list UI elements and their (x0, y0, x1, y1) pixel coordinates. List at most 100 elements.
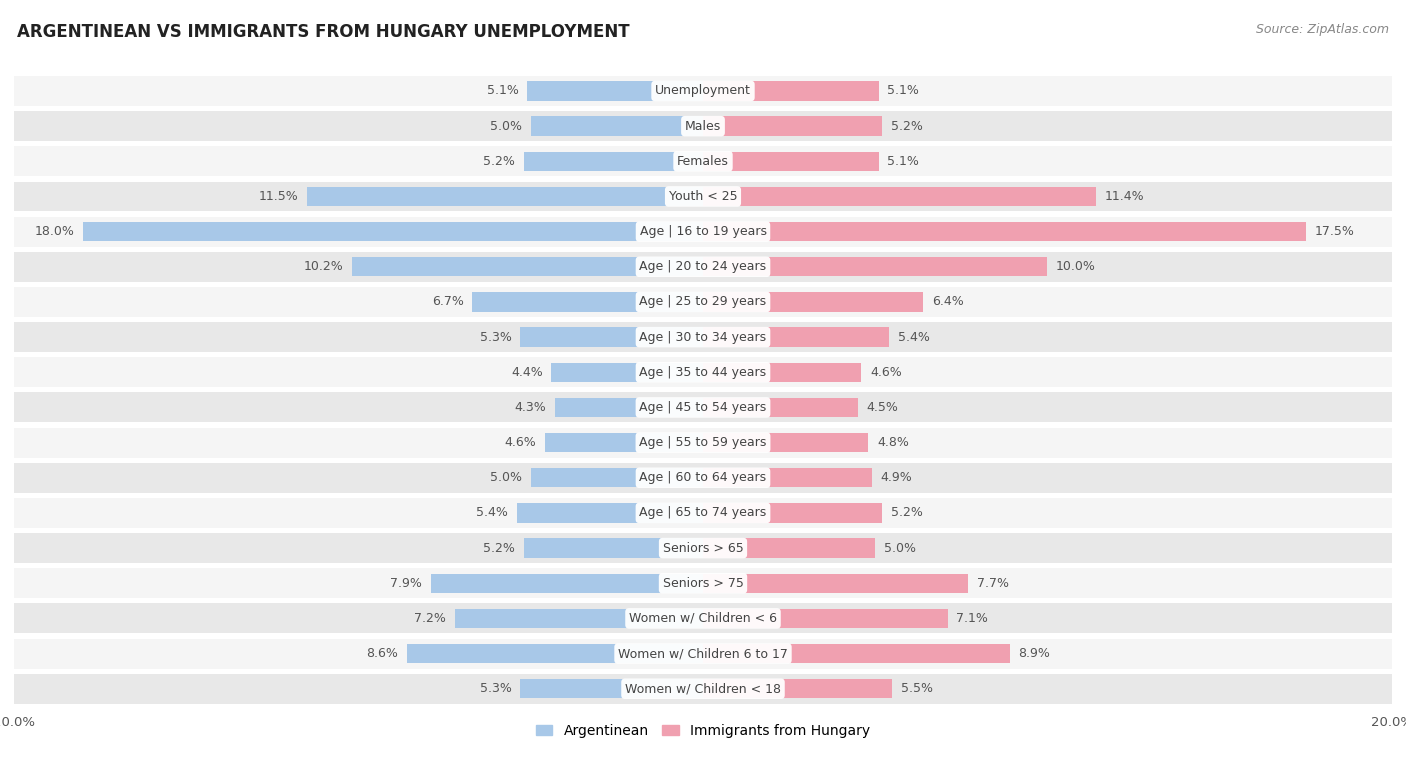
Bar (520, 328, 703, 347)
Text: 11.4%: 11.4% (1104, 190, 1144, 203)
Bar (531, 117, 703, 136)
Bar (14, 533, 1392, 563)
Text: Age | 16 to 19 years: Age | 16 to 19 years (640, 225, 766, 238)
Text: ARGENTINEAN VS IMMIGRANTS FROM HUNGARY UNEMPLOYMENT: ARGENTINEAN VS IMMIGRANTS FROM HUNGARY U… (17, 23, 630, 41)
Bar (703, 117, 882, 136)
Text: 5.3%: 5.3% (479, 682, 512, 695)
Bar (352, 257, 703, 276)
Bar (703, 433, 869, 452)
Text: 17.5%: 17.5% (1315, 225, 1354, 238)
Text: Seniors > 75: Seniors > 75 (662, 577, 744, 590)
Bar (703, 679, 893, 699)
Text: 10.2%: 10.2% (304, 260, 343, 273)
Text: 5.0%: 5.0% (491, 120, 522, 132)
Text: 5.1%: 5.1% (887, 155, 920, 168)
Bar (406, 644, 703, 663)
Text: 7.9%: 7.9% (391, 577, 422, 590)
Text: Seniors > 65: Seniors > 65 (662, 541, 744, 555)
Bar (14, 603, 1392, 634)
Text: 5.2%: 5.2% (891, 120, 922, 132)
Text: 4.3%: 4.3% (515, 401, 547, 414)
Text: Women w/ Children < 6: Women w/ Children < 6 (628, 612, 778, 625)
Text: 4.8%: 4.8% (877, 436, 908, 449)
Text: 8.6%: 8.6% (367, 647, 398, 660)
Bar (14, 322, 1392, 352)
Bar (703, 503, 882, 522)
Bar (703, 222, 1306, 241)
Text: Women w/ Children 6 to 17: Women w/ Children 6 to 17 (619, 647, 787, 660)
Text: Age | 55 to 59 years: Age | 55 to 59 years (640, 436, 766, 449)
Bar (703, 397, 858, 417)
Bar (703, 81, 879, 101)
Text: Unemployment: Unemployment (655, 85, 751, 98)
Text: 5.4%: 5.4% (477, 506, 509, 519)
Text: 5.1%: 5.1% (887, 85, 920, 98)
Text: 4.6%: 4.6% (870, 366, 901, 378)
Bar (14, 498, 1392, 528)
Text: 6.7%: 6.7% (432, 295, 464, 308)
Text: 5.2%: 5.2% (891, 506, 922, 519)
Text: 5.3%: 5.3% (479, 331, 512, 344)
Bar (14, 639, 1392, 668)
Bar (456, 609, 703, 628)
Text: 18.0%: 18.0% (35, 225, 75, 238)
Bar (14, 182, 1392, 211)
Text: 5.1%: 5.1% (486, 85, 519, 98)
Text: 7.2%: 7.2% (415, 612, 446, 625)
Bar (14, 287, 1392, 317)
Bar (555, 397, 703, 417)
Bar (703, 538, 875, 558)
Bar (14, 674, 1392, 704)
Bar (544, 433, 703, 452)
Bar (703, 151, 879, 171)
Bar (703, 363, 862, 382)
Bar (520, 679, 703, 699)
Bar (14, 252, 1392, 282)
Text: Age | 65 to 74 years: Age | 65 to 74 years (640, 506, 766, 519)
Text: Males: Males (685, 120, 721, 132)
Bar (472, 292, 703, 312)
Bar (83, 222, 703, 241)
Bar (14, 146, 1392, 176)
Text: 5.5%: 5.5% (901, 682, 934, 695)
Text: 5.0%: 5.0% (491, 472, 522, 484)
Bar (703, 574, 969, 593)
Bar (703, 292, 924, 312)
Text: 4.9%: 4.9% (880, 472, 912, 484)
Text: 10.0%: 10.0% (1056, 260, 1095, 273)
Text: Age | 45 to 54 years: Age | 45 to 54 years (640, 401, 766, 414)
Text: Source: ZipAtlas.com: Source: ZipAtlas.com (1256, 23, 1389, 36)
Text: 4.5%: 4.5% (866, 401, 898, 414)
Bar (703, 328, 889, 347)
Legend: Argentinean, Immigrants from Hungary: Argentinean, Immigrants from Hungary (530, 718, 876, 743)
Bar (531, 468, 703, 488)
Text: Age | 20 to 24 years: Age | 20 to 24 years (640, 260, 766, 273)
Bar (524, 151, 703, 171)
Bar (14, 357, 1392, 388)
Text: Youth < 25: Youth < 25 (669, 190, 737, 203)
Bar (703, 257, 1047, 276)
Bar (527, 81, 703, 101)
Bar (517, 503, 703, 522)
Text: Age | 25 to 29 years: Age | 25 to 29 years (640, 295, 766, 308)
Text: 8.9%: 8.9% (1018, 647, 1050, 660)
Bar (703, 468, 872, 488)
Bar (14, 463, 1392, 493)
Bar (14, 392, 1392, 422)
Text: 5.2%: 5.2% (484, 541, 515, 555)
Bar (14, 569, 1392, 598)
Bar (551, 363, 703, 382)
Text: 11.5%: 11.5% (259, 190, 298, 203)
Bar (14, 111, 1392, 141)
Bar (14, 76, 1392, 106)
Bar (703, 187, 1095, 206)
Text: 4.6%: 4.6% (505, 436, 536, 449)
Text: 6.4%: 6.4% (932, 295, 965, 308)
Text: 5.4%: 5.4% (897, 331, 929, 344)
Bar (430, 574, 703, 593)
Bar (703, 609, 948, 628)
Bar (14, 217, 1392, 247)
Text: 5.2%: 5.2% (484, 155, 515, 168)
Text: 7.7%: 7.7% (977, 577, 1010, 590)
Text: Women w/ Children < 18: Women w/ Children < 18 (626, 682, 780, 695)
